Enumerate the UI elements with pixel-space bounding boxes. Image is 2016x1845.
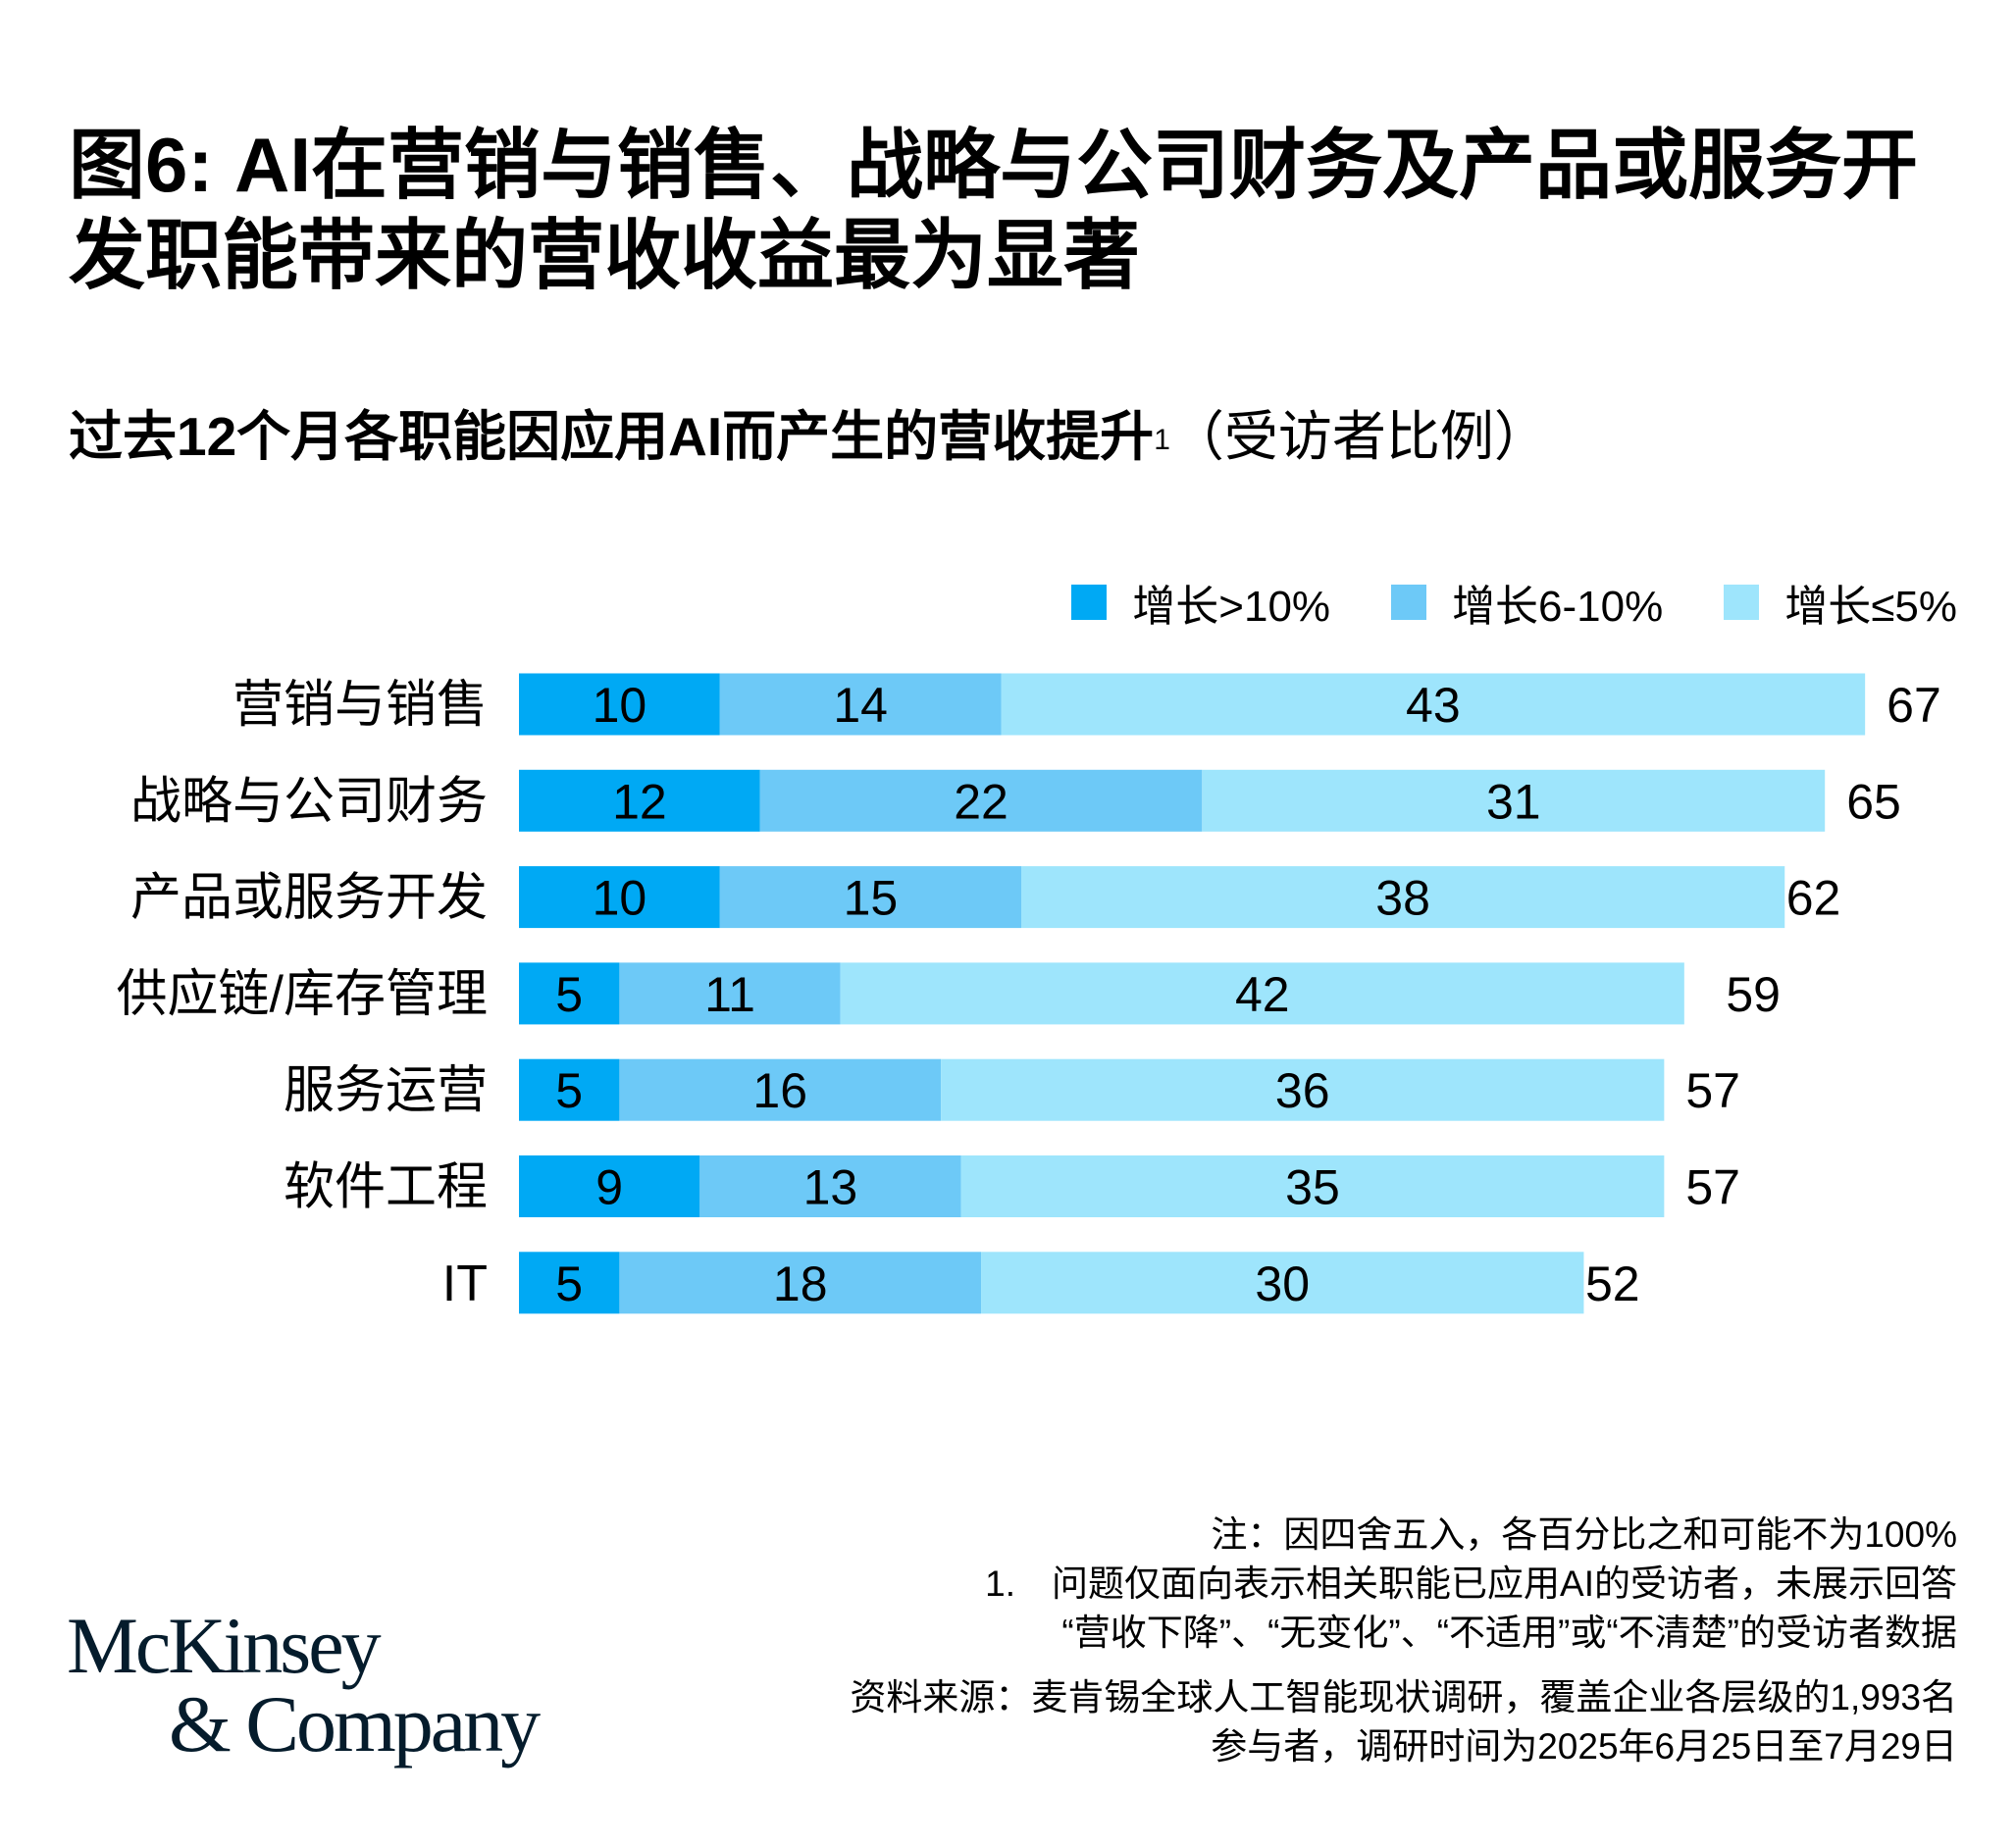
data-label: 36 <box>1275 1063 1330 1118</box>
total-label: 65 <box>1846 774 1901 829</box>
bar-segment <box>519 673 720 736</box>
total-label: 67 <box>1887 678 1941 733</box>
bar-segment <box>1021 866 1785 929</box>
data-label: 5 <box>555 967 583 1022</box>
bar-segment <box>519 1155 700 1217</box>
total-label: 62 <box>1786 871 1841 926</box>
data-label: 9 <box>595 1160 623 1215</box>
category-label: 供应链/库存管理 <box>117 966 488 1023</box>
data-label: 15 <box>844 871 899 926</box>
data-label: 30 <box>1255 1256 1310 1311</box>
data-label: 5 <box>555 1063 583 1118</box>
legend-swatch <box>1391 585 1427 620</box>
category-label: 产品或服务开发 <box>130 870 488 927</box>
bar-segment <box>619 1058 942 1121</box>
bar-segment <box>519 1252 620 1314</box>
bar-segment <box>519 866 720 929</box>
data-label: 10 <box>593 678 647 733</box>
legend-label: 增长6-10% <box>1452 583 1664 631</box>
data-label: 18 <box>773 1256 828 1311</box>
legend-item-gt10: 增长>10% <box>1071 571 1330 634</box>
legend-item-6to10: 增长6-10% <box>1391 571 1663 634</box>
subtitle-unit: （受访者比例） <box>1169 406 1548 467</box>
data-label: 5 <box>555 1256 583 1311</box>
footnote-1-line2: “营收下降”、“无变化”、“不适用”或“不清楚”的受访者数据 <box>1061 1613 1957 1653</box>
category-label: 软件工程 <box>284 1159 488 1216</box>
bar-segment <box>699 1155 961 1217</box>
category-label: 战略与公司财务 <box>130 773 488 830</box>
total-label: 59 <box>1726 967 1781 1022</box>
subtitle-main: 过去12个月各职能因应用AI而产生的营收提升 <box>69 406 1155 467</box>
source-line2: 参与者，调研时间为2025年6月25日至7月29日 <box>1211 1726 1957 1767</box>
chart-title: 图6: AI在营销与销售、战略与公司财务及产品或服务开发职能带来的营收收益最为显… <box>69 122 1919 298</box>
chart-subtitle: 过去12个月各职能因应用AI而产生的营收提升1（受访者比例） <box>69 404 1548 469</box>
data-label: 35 <box>1285 1160 1340 1215</box>
bar-segment <box>1202 769 1826 832</box>
bar-segment <box>519 769 760 832</box>
bar-segment <box>719 673 1002 736</box>
total-label: 52 <box>1585 1256 1640 1311</box>
bar-segment <box>519 962 620 1025</box>
legend: 增长>10% 增长6-10% 增长≤5% <box>1071 571 1957 634</box>
data-label: 42 <box>1235 967 1290 1022</box>
logo-line1: McKinsey <box>67 1601 382 1690</box>
data-label: 16 <box>752 1063 807 1118</box>
logo-line2: & Company <box>169 1679 541 1768</box>
legend-swatch <box>1724 585 1760 620</box>
legend-swatch <box>1071 585 1108 620</box>
data-label: 22 <box>954 774 1008 829</box>
bar-segment <box>619 962 841 1025</box>
category-label: 营销与销售 <box>233 677 488 734</box>
data-label: 38 <box>1375 871 1430 926</box>
bar-segment <box>759 769 1203 832</box>
data-label: 10 <box>593 871 647 926</box>
bar-segment <box>840 962 1684 1025</box>
total-label: 57 <box>1685 1160 1740 1215</box>
data-label: 13 <box>803 1160 858 1215</box>
data-label: 14 <box>833 678 888 733</box>
bar-segment <box>719 866 1021 929</box>
bar-segment <box>619 1252 982 1314</box>
category-label: IT <box>442 1256 488 1312</box>
bar-segment <box>941 1058 1665 1121</box>
total-label: 57 <box>1685 1063 1740 1118</box>
footnote-1-line1: 1. 问题仅面向表示相关职能已应用AI的受访者，未展示回答 <box>985 1563 1957 1604</box>
footnote-mark: 1 <box>1154 424 1170 456</box>
category-label: 服务运营 <box>284 1062 488 1119</box>
data-label: 43 <box>1406 678 1461 733</box>
bar-segment <box>1001 673 1866 736</box>
note-rounding: 注：因四舍五入，各百分比之和可能不为100% <box>1211 1514 1957 1555</box>
legend-item-le5: 增长≤5% <box>1724 571 1957 634</box>
bar-segment <box>981 1252 1584 1314</box>
footnotes: 注：因四舍五入，各百分比之和可能不为100% 1. 问题仅面向表示相关职能已应用… <box>850 1511 1957 1771</box>
mckinsey-logo: McKinsey & Company <box>67 1601 541 1768</box>
legend-label: 增长>10% <box>1132 583 1331 631</box>
bar-segment <box>519 1058 620 1121</box>
data-label: 12 <box>612 774 667 829</box>
data-label: 11 <box>704 967 755 1022</box>
bar-segment <box>960 1155 1665 1217</box>
data-label: 31 <box>1486 774 1541 829</box>
legend-label: 增长≤5% <box>1784 583 1957 631</box>
source-line1: 资料来源：麦肯锡全球人工智能现状调研，覆盖企业各层级的1,993名 <box>850 1677 1957 1717</box>
